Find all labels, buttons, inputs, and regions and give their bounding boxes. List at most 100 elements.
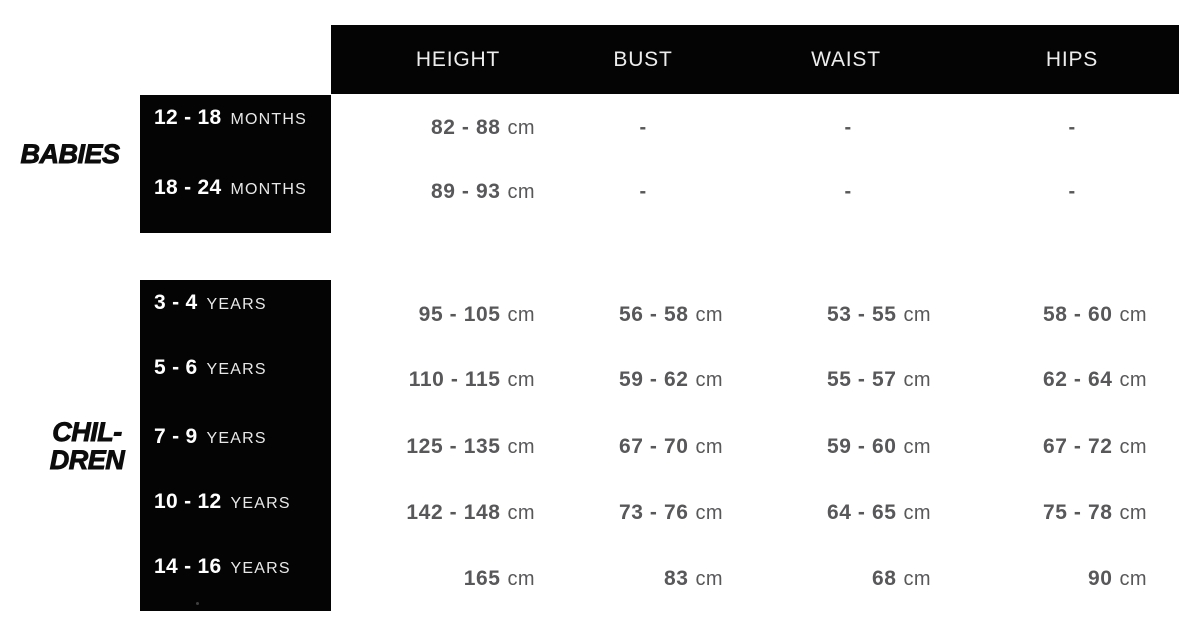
value-range: 64 - 65 (826, 501, 897, 524)
cell-waist: 55 - 57 cm (827, 368, 931, 392)
cell-waist: 64 - 65 cm (827, 501, 931, 525)
value-range: 62 - 64 (1042, 368, 1113, 391)
age-box-babies: 12 - 18 MONTHS 18 - 24 MONTHS (140, 95, 331, 233)
age-range: 7 - 9 (154, 425, 198, 448)
age-unit: MONTHS (230, 111, 308, 128)
cell-hips: 90 cm (1088, 567, 1147, 591)
cell-height: 89 - 93 cm (431, 180, 535, 204)
cell-waist: - (844, 116, 852, 139)
age-range: 5 - 6 (154, 356, 198, 379)
value-unit: cm (903, 369, 931, 391)
value-unit: cm (507, 369, 535, 391)
group-label-text: BABIES (20, 139, 120, 170)
age-range: 12 - 18 (154, 106, 222, 129)
cell-height: 110 - 115 cm (409, 368, 535, 392)
age-range: 3 - 4 (154, 291, 198, 314)
value-range: 82 - 88 (430, 116, 501, 139)
value-unit: cm (695, 436, 723, 458)
value-unit: cm (1119, 369, 1147, 391)
value-range: 68 (871, 567, 897, 590)
cell-height: 142 - 148 cm (406, 501, 535, 525)
value-range: 55 - 57 (826, 368, 897, 391)
column-header-hips: HIPS (1045, 47, 1099, 71)
value-unit: cm (695, 568, 723, 590)
value-range: 89 - 93 (430, 180, 501, 203)
value-range: 58 - 60 (1042, 303, 1113, 326)
cell-bust: - (639, 180, 647, 203)
cell-bust: - (639, 116, 647, 139)
value-unit: cm (1119, 568, 1147, 590)
value-unit: cm (1119, 502, 1147, 524)
value-range: 83 (663, 567, 689, 590)
cell-hips: 58 - 60 cm (1043, 303, 1147, 327)
group-label-text: DREN (49, 445, 125, 475)
value-unit: cm (507, 436, 535, 458)
cell-hips: 75 - 78 cm (1043, 501, 1147, 525)
age-unit: YEARS (206, 361, 267, 378)
value-range: 110 - 115 (408, 368, 501, 391)
value-unit: cm (695, 369, 723, 391)
group-label-children: CHIL- DREN (28, 417, 146, 475)
value-range: 95 - 105 (418, 303, 501, 326)
value-unit: cm (1119, 304, 1147, 326)
group-label-babies: BABIES (4, 139, 136, 170)
value-range: 59 - 60 (826, 435, 897, 458)
table-header-bar: HEIGHT BUST WAIST HIPS (331, 25, 1179, 94)
age-unit: MONTHS (230, 181, 308, 198)
age-range: 18 - 24 (154, 176, 222, 199)
cell-hips: - (1068, 116, 1076, 139)
age-range: 14 - 16 (154, 555, 222, 578)
value-range: 53 - 55 (826, 303, 897, 326)
cell-bust: 59 - 62 cm (619, 368, 723, 392)
value-unit: cm (903, 568, 931, 590)
value-unit: cm (695, 304, 723, 326)
column-header-waist: WAIST (811, 47, 881, 71)
value-unit: cm (507, 568, 535, 590)
age-range: 10 - 12 (154, 490, 222, 513)
cell-waist: 59 - 60 cm (827, 435, 931, 459)
age-unit: YEARS (230, 560, 291, 577)
cell-height: 125 - 135 cm (406, 435, 535, 459)
cell-height: 165 cm (464, 567, 535, 591)
value-unit: cm (507, 181, 535, 203)
value-range: 75 - 78 (1042, 501, 1113, 524)
group-label-text: CHIL- (52, 417, 123, 447)
value-unit: cm (903, 304, 931, 326)
value-unit: cm (507, 117, 535, 139)
value-range: 56 - 58 (618, 303, 689, 326)
age-box-children: 3 - 4 YEARS 5 - 6 YEARS 7 - 9 YEARS 10 - 12… (140, 280, 331, 611)
value-unit: cm (1119, 436, 1147, 458)
cell-height: 95 - 105 cm (419, 303, 535, 327)
cell-bust: 73 - 76 cm (619, 501, 723, 525)
cell-waist: 68 cm (872, 567, 931, 591)
value-unit: cm (695, 502, 723, 524)
cell-bust: 56 - 58 cm (619, 303, 723, 327)
cell-bust: 67 - 70 cm (619, 435, 723, 459)
value-range: 142 - 148 (406, 501, 501, 524)
value-range: 59 - 62 (618, 368, 689, 391)
value-unit: cm (903, 502, 931, 524)
value-range: 67 - 72 (1042, 435, 1113, 458)
value-unit: cm (507, 502, 535, 524)
cell-hips: 62 - 64 cm (1043, 368, 1147, 392)
age-unit: YEARS (206, 430, 267, 447)
value-range: 67 - 70 (618, 435, 689, 458)
value-range: 125 - 135 (406, 435, 501, 458)
age-unit: YEARS (230, 495, 291, 512)
artifact-dot (196, 602, 199, 605)
column-header-height: HEIGHT (415, 47, 501, 71)
cell-bust: 83 cm (664, 567, 723, 591)
value-unit: cm (903, 436, 931, 458)
cell-waist: - (844, 180, 852, 203)
cell-height: 82 - 88 cm (431, 116, 535, 140)
cell-hips: - (1068, 180, 1076, 203)
column-header-bust: BUST (613, 47, 673, 71)
cell-waist: 53 - 55 cm (827, 303, 931, 327)
cell-hips: 67 - 72 cm (1043, 435, 1147, 459)
age-unit: YEARS (206, 296, 267, 313)
value-range: 73 - 76 (618, 501, 689, 524)
value-range: 165 (463, 567, 501, 590)
value-range: 90 (1087, 567, 1113, 590)
value-unit: cm (507, 304, 535, 326)
